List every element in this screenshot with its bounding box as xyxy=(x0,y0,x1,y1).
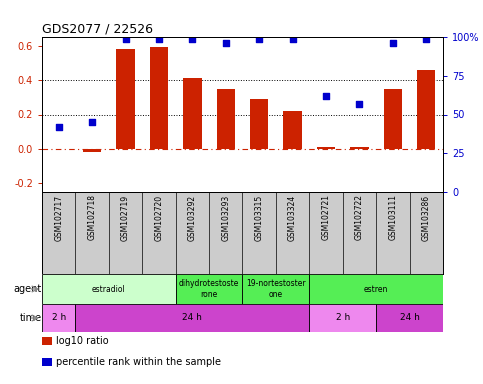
Bar xyxy=(384,89,402,149)
Bar xyxy=(242,274,309,304)
Bar xyxy=(284,111,302,149)
Bar xyxy=(42,304,75,332)
Text: 24 h: 24 h xyxy=(399,313,420,323)
Bar xyxy=(150,47,168,149)
Text: agent: agent xyxy=(14,284,42,294)
Text: GSM103111: GSM103111 xyxy=(388,194,398,240)
Point xyxy=(389,40,397,46)
Bar xyxy=(250,99,269,149)
Bar xyxy=(417,70,436,149)
Text: 24 h: 24 h xyxy=(183,313,202,323)
Point xyxy=(122,35,129,41)
Text: estren: estren xyxy=(364,285,388,293)
Point xyxy=(423,35,430,41)
Point xyxy=(289,35,297,41)
Text: 19-nortestoster
one: 19-nortestoster one xyxy=(246,279,306,299)
Bar xyxy=(309,304,376,332)
Text: estradiol: estradiol xyxy=(92,285,126,293)
Bar xyxy=(176,274,242,304)
Text: GSM103315: GSM103315 xyxy=(255,194,264,241)
Text: percentile rank within the sample: percentile rank within the sample xyxy=(57,357,222,367)
Bar xyxy=(317,147,335,149)
Text: GDS2077 / 22526: GDS2077 / 22526 xyxy=(42,23,153,36)
Bar xyxy=(350,147,369,149)
Text: GSM102721: GSM102721 xyxy=(322,194,330,240)
Point xyxy=(88,119,96,125)
Point xyxy=(55,124,63,130)
Bar xyxy=(216,89,235,149)
Text: GSM103286: GSM103286 xyxy=(422,194,431,241)
Text: GSM103292: GSM103292 xyxy=(188,194,197,241)
Text: dihydrotestoste
rone: dihydrotestoste rone xyxy=(179,279,239,299)
Text: log10 ratio: log10 ratio xyxy=(57,336,109,346)
Text: GSM103293: GSM103293 xyxy=(221,194,230,241)
Text: GSM102720: GSM102720 xyxy=(155,194,163,241)
Bar xyxy=(116,49,135,149)
Text: GSM102717: GSM102717 xyxy=(54,194,63,241)
Text: GSM103324: GSM103324 xyxy=(288,194,297,241)
Text: 2 h: 2 h xyxy=(52,313,66,323)
Bar xyxy=(75,304,309,332)
Point xyxy=(322,93,330,99)
Text: time: time xyxy=(20,313,42,323)
Text: GSM102718: GSM102718 xyxy=(87,194,97,240)
Text: GSM102722: GSM102722 xyxy=(355,194,364,240)
Text: GSM102719: GSM102719 xyxy=(121,194,130,241)
Point xyxy=(256,35,263,41)
Text: 2 h: 2 h xyxy=(336,313,350,323)
Point xyxy=(188,35,196,41)
Bar xyxy=(183,78,201,149)
Bar xyxy=(42,274,176,304)
Point xyxy=(155,35,163,41)
Bar xyxy=(83,149,101,152)
Point xyxy=(222,40,229,46)
Point xyxy=(355,101,363,107)
Bar xyxy=(376,304,443,332)
Bar xyxy=(309,274,443,304)
